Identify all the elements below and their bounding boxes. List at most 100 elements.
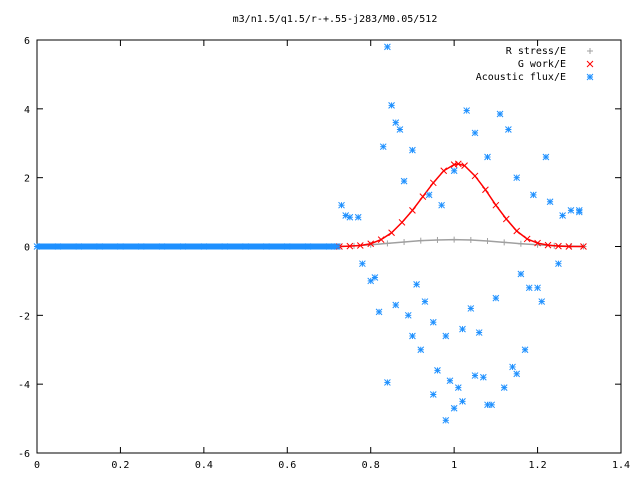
data-point [54,243,62,250]
legend-marker [586,60,594,68]
data-point [384,379,391,386]
data-point [454,384,462,391]
data-point [429,318,437,326]
legend-label: R stress/E [506,46,566,57]
legend-marker [587,48,593,54]
data-point [513,174,521,182]
x-tick-label: 1 [451,460,457,471]
data-point [384,43,391,51]
y-tick-label: 0 [24,243,30,254]
data-point [459,398,466,405]
series-g-work-e [336,160,587,250]
data-point [221,243,229,250]
data-point [471,129,479,137]
data-point [137,243,145,250]
data-point [542,153,550,161]
series-layer [33,43,587,424]
x-tick-label: 0.4 [195,460,213,471]
data-point [530,191,537,199]
y-tick-label: -6 [18,449,30,460]
data-point [388,102,395,109]
data-point [429,391,437,398]
data-point [396,126,404,133]
x-tick-label: 0.6 [278,460,296,471]
data-point [392,119,400,126]
data-point [283,243,291,250]
data-point [263,243,270,250]
chart-title: m3/n1.5/q1.5/r-+.55-j283/M0.05/512 [233,14,438,25]
data-point [534,284,541,292]
data-point [521,346,529,354]
data-point [371,274,379,281]
y-tick-label: 6 [24,36,30,47]
data-point [496,110,504,118]
data-point [404,311,412,319]
data-point [242,243,249,250]
data-point [479,373,487,381]
data-point [500,384,508,391]
data-point [392,301,400,309]
data-point [484,401,491,409]
data-point [158,243,166,250]
x-axis: 0 0.2 0.4 0.6 0.8 1 1.2 1.4 [34,40,630,471]
data-point [567,207,575,214]
x-tick-label: 0 [34,460,40,471]
x-tick-label: 0.2 [111,460,129,471]
data-point [467,305,475,312]
data-point [367,277,375,285]
data-point [434,367,441,374]
data-point [417,346,425,354]
data-point [442,416,450,424]
x-tick-label: 0.8 [362,460,380,471]
y-tick-label: 2 [24,174,30,185]
data-point [304,243,312,250]
data-point [450,167,458,175]
data-point [96,243,103,250]
data-point [505,126,512,133]
x-tick-label: 1.4 [612,460,630,471]
series-acoustic-flux-e [33,43,583,424]
data-point [375,308,383,316]
data-point [484,153,491,161]
data-point [459,325,466,333]
data-point [359,260,366,268]
data-point [446,377,454,385]
data-point [346,213,354,221]
series-line [339,163,584,248]
data-point [442,332,450,340]
data-point [409,146,416,154]
data-point [471,372,479,379]
data-point [525,284,533,292]
legend: R stress/E G work/E Acoustic flux/E [476,46,594,83]
data-point [492,294,500,302]
data-point [354,213,362,221]
data-point [75,243,83,250]
data-point [438,201,445,209]
data-point [325,243,333,250]
x-tick-label: 1.2 [529,460,547,471]
data-point [575,207,583,214]
data-point [513,370,521,378]
data-point [409,332,416,340]
data-point [559,212,566,219]
legend-marker [586,73,594,81]
data-point [413,281,420,288]
y-tick-label: -2 [18,311,30,322]
data-point [200,243,208,250]
data-point [463,107,471,114]
data-point [475,329,483,336]
y-tick-label: 4 [24,105,30,116]
legend-label: G work/E [518,59,566,70]
data-point [379,143,387,151]
data-point [450,404,458,412]
data-point [555,260,562,268]
data-point [333,243,341,250]
data-point [421,298,429,305]
data-point [400,177,408,185]
legend-label: Acoustic flux/E [476,72,566,83]
data-point [509,363,516,371]
data-point [425,191,433,199]
data-point [538,298,546,305]
y-tick-label: -4 [18,380,30,391]
